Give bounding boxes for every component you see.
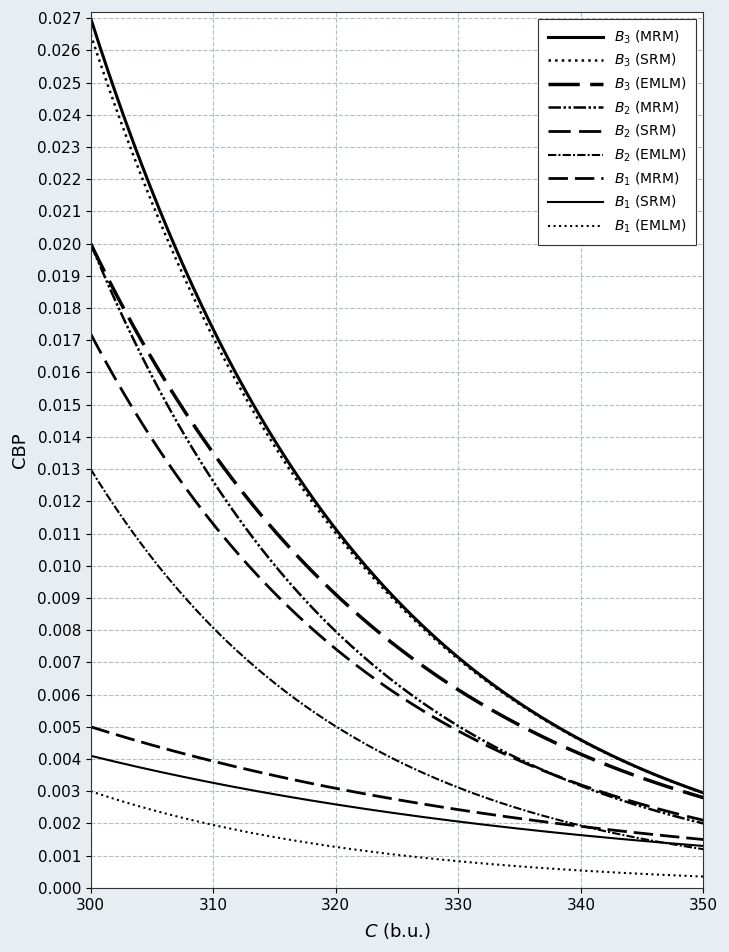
$B_1$ (EMLM)	[451, 855, 460, 866]
$B_1$ (SRM)	[381, 806, 390, 818]
$B_2$ (SRM)	[381, 681, 390, 692]
$B_3$ (SRM)	[699, 787, 708, 799]
$B_3$ (EMLM)	[381, 632, 390, 644]
$B_1$ (MRM)	[86, 721, 95, 732]
$B_2$ (SRM)	[418, 704, 426, 716]
$B_1$ (SRM)	[451, 816, 460, 827]
X-axis label: $C$ (b.u.): $C$ (b.u.)	[364, 921, 431, 941]
$B_1$ (EMLM)	[378, 847, 386, 859]
$B_1$ (EMLM)	[699, 871, 708, 883]
Legend: $B_3$ (MRM), $B_3$ (SRM), $B_3$ (EMLM), $B_2$ (MRM), $B_2$ (SRM), $B_2$ (EMLM), : $B_3$ (MRM), $B_3$ (SRM), $B_3$ (EMLM), …	[538, 19, 696, 245]
$B_2$ (EMLM)	[378, 747, 386, 759]
$B_2$ (SRM)	[699, 815, 708, 826]
$B_2$ (MRM)	[588, 784, 597, 796]
$B_2$ (SRM)	[685, 811, 693, 823]
$B_1$ (EMLM)	[86, 785, 95, 797]
$B_2$ (MRM)	[699, 818, 708, 829]
$B_1$ (MRM)	[588, 823, 597, 834]
Line: $B_2$ (EMLM): $B_2$ (EMLM)	[90, 469, 703, 849]
$B_1$ (EMLM)	[418, 852, 426, 863]
Line: $B_2$ (MRM): $B_2$ (MRM)	[90, 244, 703, 823]
$B_1$ (SRM)	[685, 839, 693, 850]
$B_3$ (MRM)	[588, 741, 597, 752]
$B_3$ (MRM)	[418, 620, 426, 631]
$B_3$ (MRM)	[378, 578, 386, 589]
$B_1$ (MRM)	[418, 798, 426, 809]
$B_3$ (SRM)	[451, 651, 460, 663]
Line: $B_3$ (MRM): $B_3$ (MRM)	[90, 18, 703, 793]
$B_1$ (MRM)	[381, 792, 390, 803]
Line: $B_3$ (EMLM): $B_3$ (EMLM)	[90, 244, 703, 798]
$B_2$ (EMLM)	[588, 823, 597, 834]
$B_3$ (EMLM)	[685, 787, 693, 799]
$B_3$ (SRM)	[418, 622, 426, 633]
$B_3$ (MRM)	[685, 782, 693, 793]
$B_1$ (MRM)	[451, 803, 460, 815]
$B_1$ (MRM)	[699, 834, 708, 845]
Line: $B_3$ (SRM): $B_3$ (SRM)	[90, 34, 703, 793]
$B_2$ (EMLM)	[418, 766, 426, 778]
Line: $B_1$ (EMLM): $B_1$ (EMLM)	[90, 791, 703, 877]
$B_2$ (SRM)	[378, 678, 386, 689]
$B_2$ (SRM)	[451, 724, 460, 735]
$B_3$ (SRM)	[86, 29, 95, 40]
Line: $B_1$ (MRM): $B_1$ (MRM)	[90, 726, 703, 840]
$B_1$ (SRM)	[418, 811, 426, 823]
$B_3$ (SRM)	[685, 782, 693, 793]
$B_2$ (MRM)	[381, 669, 390, 681]
$B_1$ (SRM)	[699, 841, 708, 852]
$B_1$ (MRM)	[378, 791, 386, 803]
$B_2$ (MRM)	[451, 719, 460, 730]
$B_2$ (MRM)	[418, 697, 426, 708]
$B_2$ (EMLM)	[685, 842, 693, 853]
Line: $B_1$ (SRM): $B_1$ (SRM)	[90, 756, 703, 846]
$B_2$ (MRM)	[685, 814, 693, 825]
$B_3$ (EMLM)	[418, 660, 426, 671]
$B_3$ (EMLM)	[699, 792, 708, 803]
$B_3$ (EMLM)	[451, 683, 460, 694]
$B_3$ (SRM)	[588, 741, 597, 752]
$B_2$ (SRM)	[588, 783, 597, 795]
$B_1$ (SRM)	[378, 805, 386, 817]
Y-axis label: CBP: CBP	[11, 432, 29, 467]
$B_2$ (EMLM)	[699, 843, 708, 855]
$B_1$ (MRM)	[685, 832, 693, 843]
$B_3$ (MRM)	[86, 12, 95, 24]
Line: $B_2$ (SRM): $B_2$ (SRM)	[90, 334, 703, 821]
$B_3$ (EMLM)	[588, 754, 597, 765]
$B_2$ (EMLM)	[451, 781, 460, 792]
$B_2$ (MRM)	[86, 238, 95, 249]
$B_1$ (EMLM)	[588, 865, 597, 877]
$B_2$ (MRM)	[378, 666, 386, 678]
$B_1$ (SRM)	[588, 830, 597, 842]
$B_3$ (MRM)	[699, 787, 708, 799]
$B_3$ (SRM)	[381, 585, 390, 597]
$B_1$ (EMLM)	[685, 870, 693, 882]
$B_2$ (EMLM)	[381, 749, 390, 761]
$B_1$ (SRM)	[86, 750, 95, 762]
$B_3$ (MRM)	[451, 649, 460, 661]
$B_3$ (SRM)	[378, 582, 386, 593]
$B_3$ (EMLM)	[86, 238, 95, 249]
$B_3$ (EMLM)	[378, 629, 386, 641]
$B_1$ (EMLM)	[381, 847, 390, 859]
$B_2$ (EMLM)	[86, 464, 95, 475]
$B_3$ (MRM)	[381, 583, 390, 594]
$B_2$ (SRM)	[86, 328, 95, 340]
